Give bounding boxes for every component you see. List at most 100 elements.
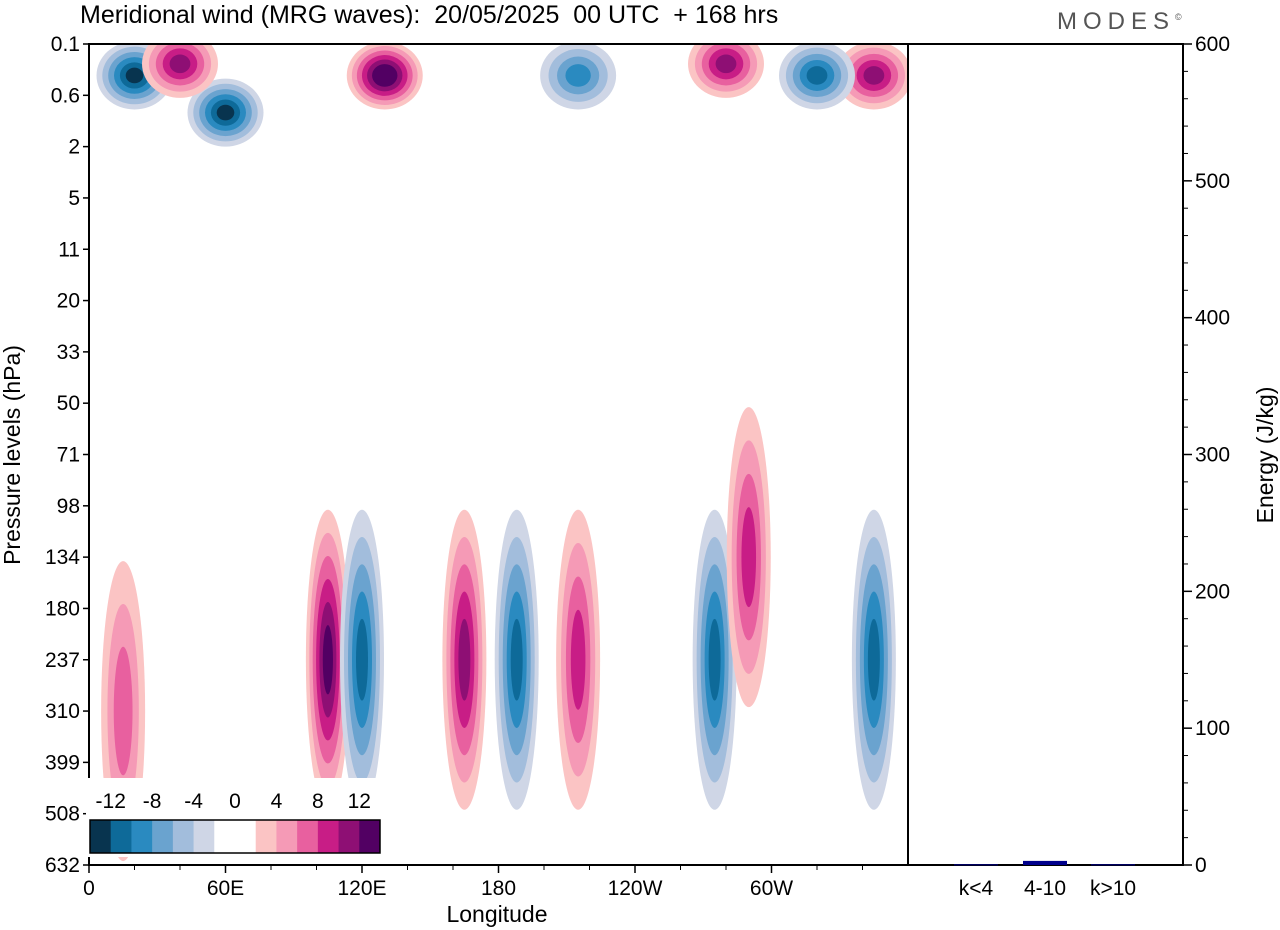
heatmap-feature: [688, 44, 764, 98]
colorbar: -12 -8 -4 0 4 8 12: [86, 778, 384, 857]
energy-tick-label: 100: [1195, 717, 1230, 740]
heatmap-feature: [779, 44, 855, 110]
colorbar-label: 4: [271, 790, 283, 813]
colorbar-swatch: [338, 820, 360, 853]
energy-axis-title: Energy (J/kg): [1252, 387, 1278, 524]
y-tick-label: 50: [57, 392, 80, 415]
colorbar-swatch: [110, 820, 132, 853]
energy-bar: [1023, 860, 1067, 865]
colorbar-swatch: [90, 820, 112, 853]
colorbar-swatch: [152, 820, 174, 853]
y-tick-label: 310: [45, 700, 80, 723]
energy-tick-label: 0: [1195, 854, 1207, 877]
y-tick-label: 20: [57, 290, 80, 313]
x-tick-label: 120W: [608, 877, 663, 900]
y-tick-label: 632: [45, 854, 80, 877]
heatmap-feature: [835, 44, 908, 110]
heatmap-feature: [442, 509, 487, 810]
x-tick-label: 120E: [337, 877, 386, 900]
energy-panel-frame: [907, 43, 1184, 866]
colorbar-swatch: [359, 820, 381, 853]
y-tick-label: 2: [68, 136, 80, 159]
colorbar-label: 0: [229, 790, 241, 813]
colorbar-swatch: [193, 820, 215, 853]
x-axis-title: Longitude: [446, 901, 547, 927]
colorbar-swatch: [255, 820, 277, 853]
colorbar-swatch: [235, 820, 257, 853]
colorbar-swatch: [276, 820, 298, 853]
heatmap-feature: [851, 509, 896, 810]
heatmap-feature: [305, 509, 350, 810]
heatmap-feature: [540, 44, 617, 110]
energy-tick-label: 500: [1195, 170, 1230, 193]
energy-bar: [1091, 864, 1135, 866]
x-tick-label: 0: [83, 877, 95, 900]
modes-logo: MODES©: [1057, 8, 1182, 36]
energy-tick-label: 400: [1195, 307, 1230, 330]
heatmap-contour: [322, 625, 333, 695]
x-tick-label: 60E: [207, 877, 244, 900]
colorbar-label: 8: [312, 790, 324, 813]
heatmap-contour: [510, 618, 523, 701]
energy-tick-label: 200: [1195, 580, 1230, 603]
heatmap-contour: [570, 609, 586, 710]
colorbar-swatch: [214, 820, 236, 853]
energy-tick-label: 300: [1195, 444, 1230, 467]
heatmap-feature: [494, 509, 539, 810]
heatmap-contour: [806, 66, 828, 85]
heatmap-contour: [458, 618, 471, 701]
y-tick-label: 0.6: [51, 84, 80, 107]
heatmap-contour: [565, 64, 591, 87]
y-tick-label: 399: [45, 751, 80, 774]
x-tick-label: 60W: [750, 877, 793, 900]
heatmap-contour: [715, 54, 737, 74]
energy-bars: k<4 4-10 k>10: [954, 860, 1136, 900]
y-tick-label: 11: [58, 238, 80, 261]
y-axis-title: Pressure levels (hPa): [0, 345, 25, 565]
colorbar-swatch: [131, 820, 153, 853]
energy-category-label: k>10: [1090, 877, 1136, 900]
heatmap-contour: [169, 54, 191, 74]
heatmap-contour: [377, 68, 393, 83]
energy-bar: [954, 864, 998, 866]
colorbar-label: -12: [96, 790, 126, 813]
x-tick-label: 180: [481, 877, 516, 900]
colorbar-swatch: [297, 820, 319, 853]
y-tick-label: 180: [45, 597, 80, 620]
heatmap-feature: [340, 509, 384, 810]
y-tick-label: 0.1: [51, 33, 80, 56]
logo-text: MODES: [1057, 8, 1176, 35]
colorbar-swatch: [172, 820, 195, 853]
energy-category-label: k<4: [959, 877, 994, 900]
heatmap-feature: [142, 44, 218, 98]
y-tick-label: 5: [68, 187, 80, 210]
axes: 0.1 0.6 2 5 11 20 33 50 71 98 134 180 237 310 399 508 63…: [45, 33, 1230, 900]
y-tick-label: 71: [57, 444, 80, 467]
energy-tick-label: 600: [1195, 33, 1230, 56]
heatmap-contour: [113, 646, 133, 776]
y-tick-label: 134: [45, 546, 80, 569]
heatmap-feature: [556, 509, 601, 810]
heatmap-feature: [692, 509, 737, 810]
energy-category-label: 4-10: [1024, 877, 1066, 900]
heatmap-contour: [356, 618, 368, 701]
heatmap-contour: [216, 104, 235, 121]
y-tick-label: 33: [57, 341, 80, 364]
logo-mark: ©: [1175, 12, 1182, 22]
colorbar-label: -4: [184, 790, 203, 813]
heatmap-feature: [726, 407, 771, 708]
heatmap-contour: [741, 507, 757, 608]
heatmap-contour: [125, 67, 144, 84]
heatmap-contour: [708, 618, 721, 701]
heatmap-contour: [867, 618, 880, 701]
heatmap-feature: [346, 44, 423, 110]
chart-title: Meridional wind (MRG waves): 20/05/2025 …: [80, 1, 779, 29]
colorbar-outline: [89, 819, 381, 854]
y-tick-label: 508: [45, 803, 80, 826]
heatmap-field: [96, 44, 908, 862]
y-tick-label: 98: [57, 495, 80, 518]
heatmap-feature: [187, 78, 264, 147]
colorbar-swatch: [317, 820, 340, 853]
heatmap-contour: [863, 66, 885, 85]
